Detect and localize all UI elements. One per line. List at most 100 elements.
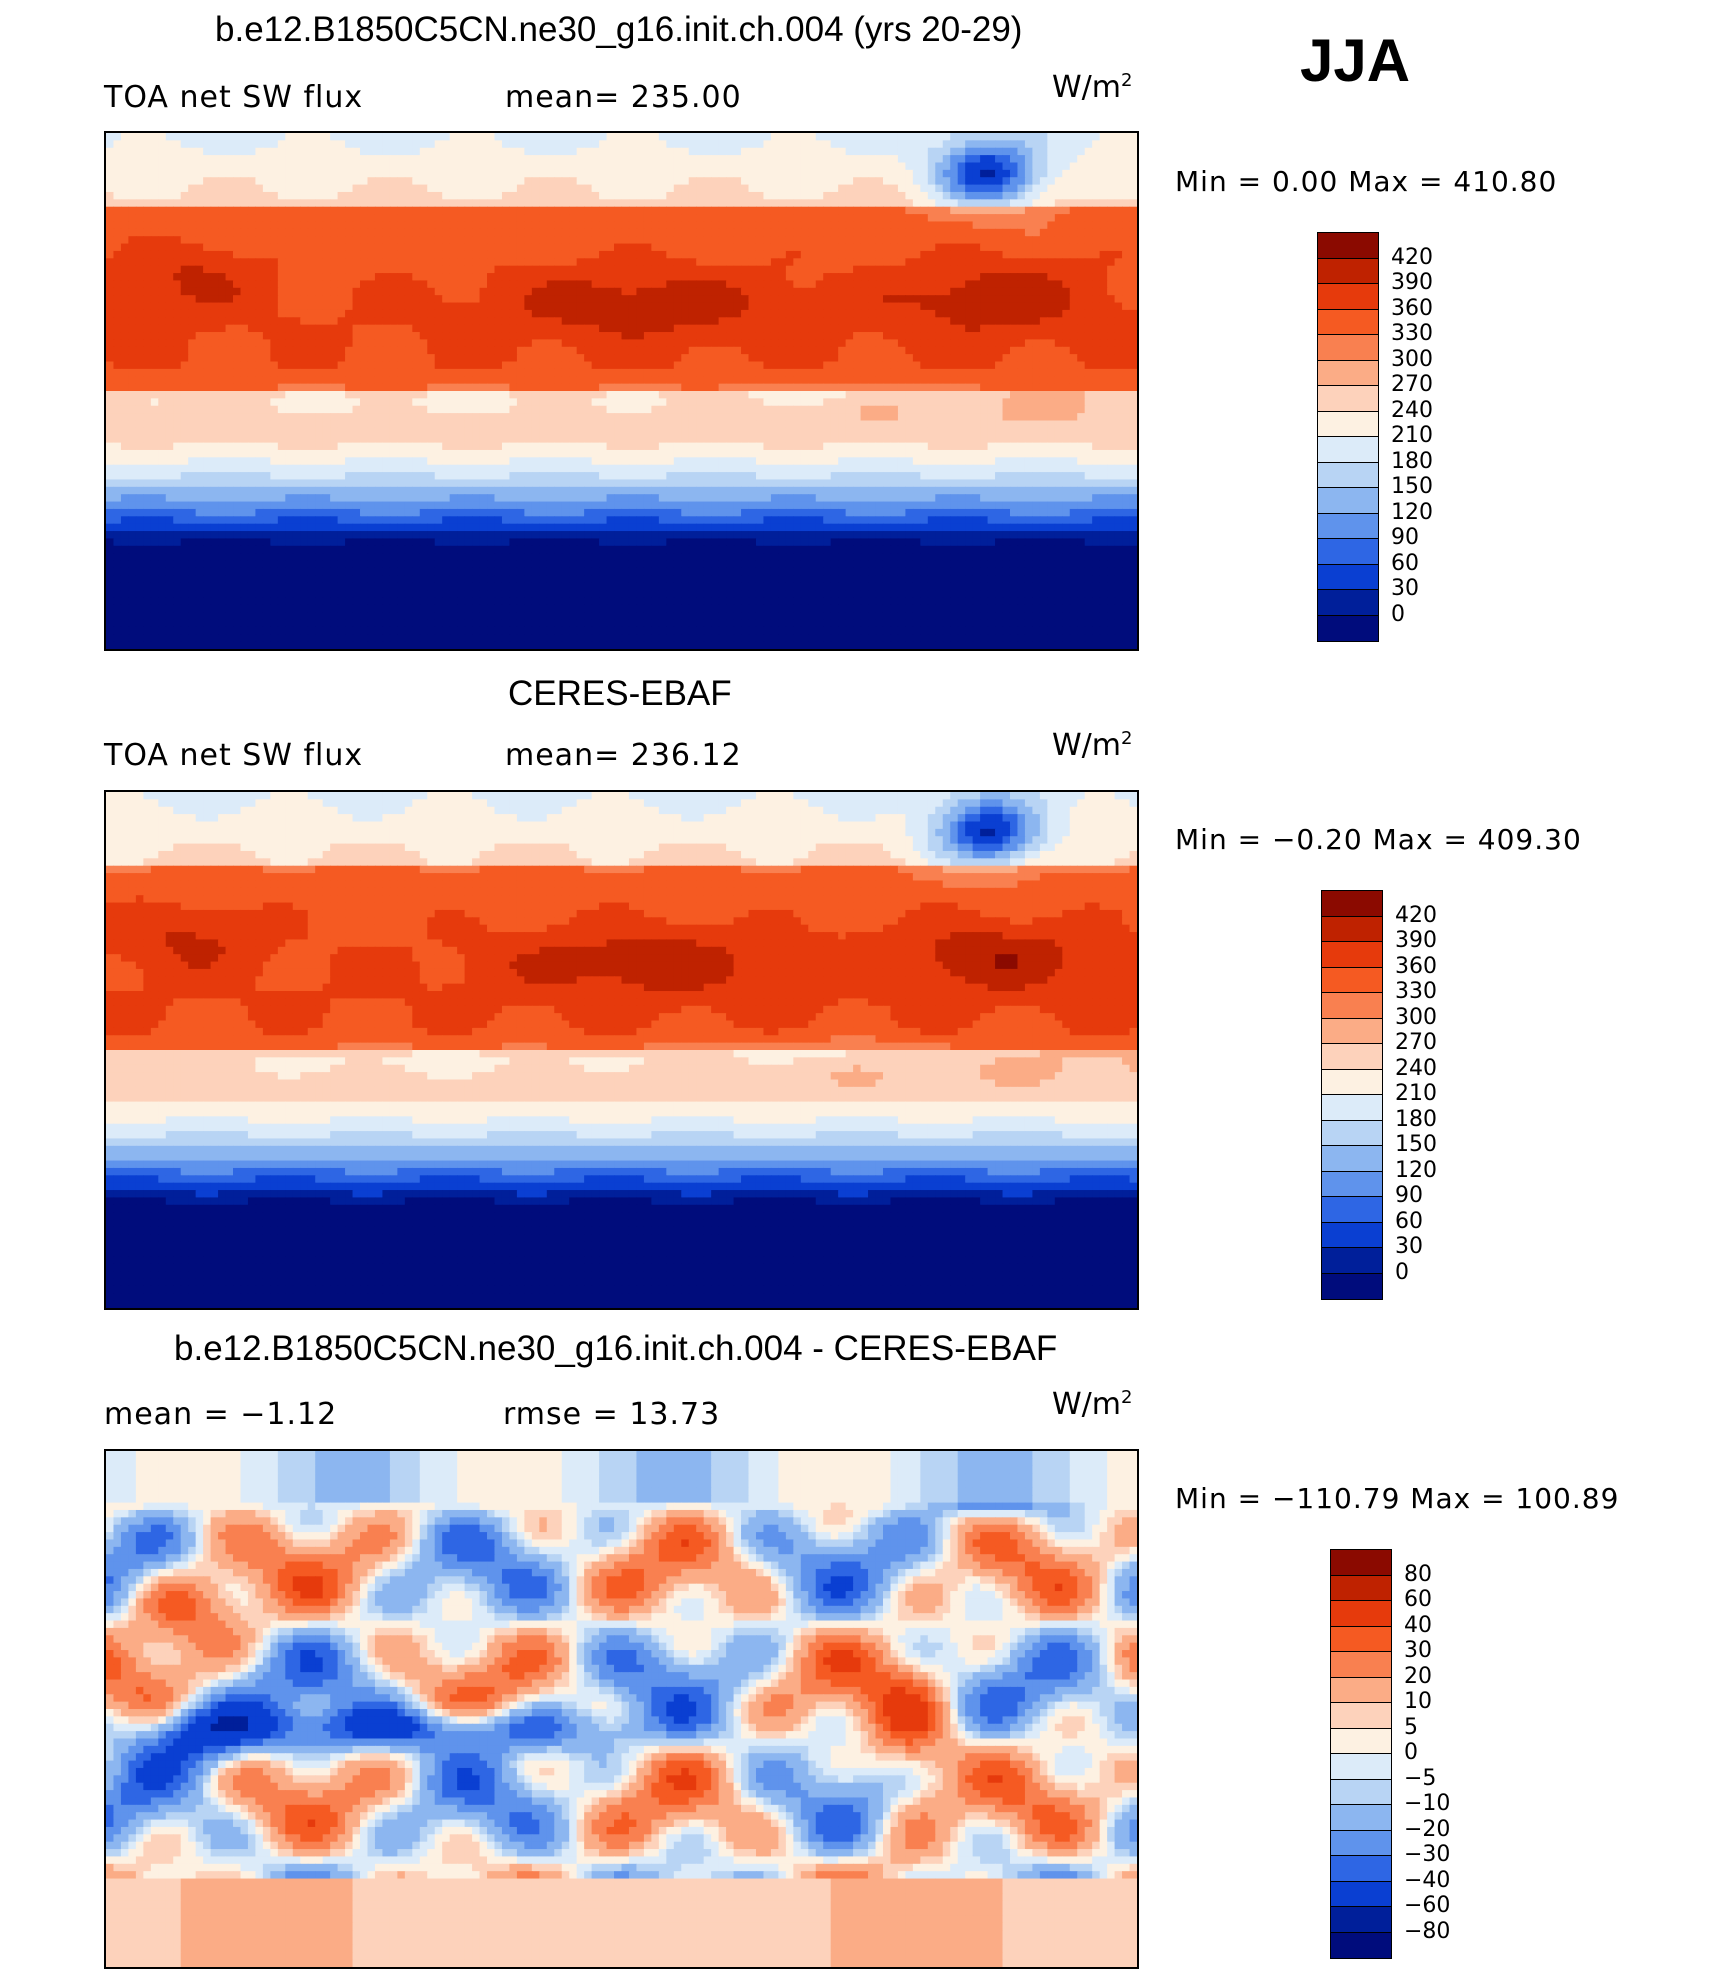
panel-2-mean-label: mean= 236.12 [505,738,742,773]
panel-2-units: W/m2 [1052,728,1132,763]
coastline-path [890,1024,1024,1189]
colorbar-tick-label: 120 [1395,1158,1437,1183]
colorbar-swatch [1331,1652,1391,1678]
colorbar-tick-label: 240 [1391,398,1433,423]
colorbar-tick-label: 0 [1404,1740,1418,1765]
colorbar-tick-label: 150 [1391,474,1433,499]
panel-2-variable-label: TOA net SW flux [104,738,363,773]
coastline-path [116,818,559,1019]
colorbar-swatch [1318,233,1378,259]
colorbar-tick-label: 0 [1395,1260,1409,1285]
colorbar-tick-label: 60 [1395,1209,1423,1234]
colorbar-swatch [1322,993,1382,1019]
colorbar-tick-label: 270 [1391,372,1433,397]
panel-1-mean-label: mean= 235.00 [505,80,742,115]
panel-3-minmax: Min = −110.79 Max = 100.89 [1175,1482,1619,1515]
panel-2-colorbar [1321,890,1383,1300]
panel-3-title: b.e12.B1850C5CN.ne30_g16.init.ch.004 - C… [174,1329,1057,1369]
colorbar-tick-label: 360 [1391,296,1433,321]
colorbar-tick-label: 0 [1391,602,1405,627]
panel-3-units: W/m2 [1052,1387,1132,1422]
colorbar-swatch [1322,1273,1382,1299]
colorbar-tick-label: 80 [1404,1562,1432,1587]
coastline-path [683,1158,698,1179]
panel-1-units: W/m2 [1052,70,1132,105]
colorbar-swatch [1322,1044,1382,1070]
colorbar-tick-label: −40 [1404,1868,1450,1893]
season-label: JJA [1300,26,1410,95]
colorbar-tick-label: −30 [1404,1842,1450,1867]
coastline-path [116,988,240,1148]
coastline-path [683,159,951,309]
colorbar-swatch [1318,284,1378,310]
coastline-path [116,1477,559,1678]
colorbar-tick-label: 300 [1395,1005,1437,1030]
panel-1-minmax: Min = 0.00 Max = 410.80 [1175,165,1557,198]
panel-3-mean-label: mean = −1.12 [104,1397,337,1432]
colorbar-swatch [1322,1120,1382,1146]
panel-3-colorbar [1330,1549,1392,1959]
colorbar-swatch [1331,1907,1391,1933]
colorbar-swatch [1322,891,1382,917]
colorbar-swatch [1322,1222,1382,1248]
map-field [106,792,1137,1308]
coastline-path [683,1477,951,1627]
coastline-path [106,597,1137,612]
colorbar-swatch [1322,1095,1382,1121]
colorbar-swatch [1318,539,1378,565]
coastlines [106,148,1137,612]
colorbar-tick-label: 420 [1391,245,1433,270]
colorbar-swatch [1322,1146,1382,1172]
colorbar-swatch [1322,916,1382,942]
colorbar-swatch [1318,309,1378,335]
colorbar-swatch [1322,942,1382,968]
colorbar-swatch [1318,615,1378,641]
coastline-path [890,365,1024,530]
colorbar-swatch [1322,1171,1382,1197]
coastline-path [962,1466,1055,1518]
colorbar-tick-label: 30 [1391,576,1419,601]
colorbar-swatch [1331,1575,1391,1601]
colorbar-tick-label: 90 [1395,1183,1423,1208]
colorbar-swatch [1318,488,1378,514]
colorbar-swatch [1322,1197,1382,1223]
coastline-path [890,1683,1024,1848]
coastline-path [116,329,240,489]
colorbar-tick-label: 210 [1395,1081,1437,1106]
coastline-path [106,1915,1137,1930]
coastline-path [116,159,559,360]
coastline-path [106,1256,1137,1271]
colorbar-swatch [1331,1703,1391,1729]
colorbar-tick-label: −5 [1404,1766,1436,1791]
colorbar-tick-label: 20 [1404,1664,1432,1689]
coastline-path [683,499,698,520]
colorbar-swatch [1331,1550,1391,1576]
colorbar-swatch [1322,1248,1382,1274]
panel-3-map [104,1449,1139,1969]
coastline-path [962,807,1055,859]
colorbar-tick-label: 240 [1395,1056,1437,1081]
colorbar-swatch [1331,1805,1391,1831]
colorbar-tick-label: 420 [1395,903,1437,928]
coastline-path [436,1081,549,1153]
coastline-path [570,895,601,931]
colorbar-swatch [1331,1728,1391,1754]
coastline-path [962,148,1055,200]
panel-1-title: b.e12.B1850C5CN.ne30_g16.init.ch.004 (yr… [215,10,1022,50]
coastlines [106,1466,1137,1930]
colorbar-tick-label: 330 [1395,979,1437,1004]
colorbar-swatch [1322,1018,1382,1044]
colorbar-tick-label: 210 [1391,423,1433,448]
colorbar-swatch [1318,386,1378,412]
colorbar-tick-label: −20 [1404,1817,1450,1842]
coastline-path [570,1554,601,1590]
colorbar-swatch [1318,258,1378,284]
colorbar-tick-label: −60 [1404,1893,1450,1918]
panel-1-variable-label: TOA net SW flux [104,80,363,115]
colorbar-swatch [1331,1626,1391,1652]
colorbar-swatch [1331,1856,1391,1882]
map-field [106,133,1137,649]
panel-2-title: CERES-EBAF [508,674,732,714]
panel-2-minmax: Min = −0.20 Max = 409.30 [1175,823,1582,856]
coastline-path [683,1817,698,1838]
